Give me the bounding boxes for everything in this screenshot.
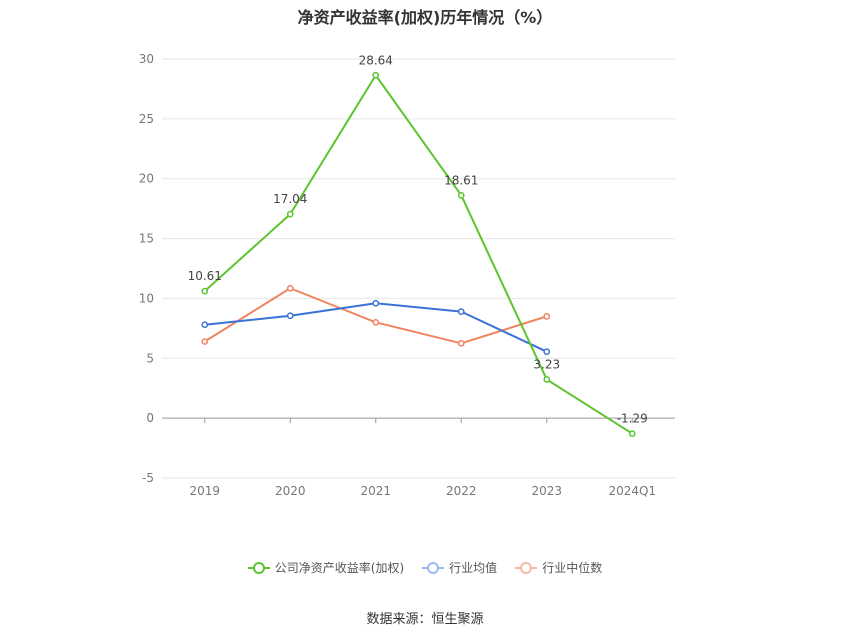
- y-axis: 30 25 20 15 10 5 0 -5: [139, 52, 154, 485]
- data-point: [201, 287, 209, 295]
- data-label: 28.64: [359, 53, 393, 67]
- data-point: [286, 210, 294, 218]
- legend-label: 行业均值: [449, 561, 498, 575]
- data-point: [543, 376, 551, 383]
- legend-item-industry-median[interactable]: 行业中位数: [515, 559, 602, 576]
- data-label: 18.61: [444, 173, 478, 187]
- x-tick-label: 2021: [360, 484, 391, 498]
- x-tick-label: 2020: [275, 484, 306, 498]
- data-point: [201, 338, 209, 345]
- x-tick-label: 2024Q1: [608, 484, 656, 498]
- y-tick-label: 15: [139, 232, 154, 246]
- legend-swatch-icon: [515, 561, 538, 575]
- chart-title: 净资产收益率(加权)历年情况（%）: [297, 8, 553, 27]
- data-point: [543, 348, 551, 356]
- legend-swatch-icon: [422, 561, 445, 575]
- data-label: 10.61: [188, 269, 222, 283]
- data-point: [543, 313, 551, 320]
- x-tick-label: 2019: [189, 484, 220, 498]
- data-label: 17.04: [273, 192, 307, 206]
- data-point: [457, 308, 465, 315]
- y-tick-label: 10: [139, 291, 154, 305]
- data-point: [372, 71, 380, 79]
- x-axis: 2019 2020 2021 2022 2023 2024Q1: [162, 417, 675, 498]
- legend: 公司净资产收益率(加权) 行业均值 行业中位数: [0, 559, 850, 576]
- data-point: [457, 339, 465, 347]
- grid-lines: [162, 58, 675, 479]
- data-point: [457, 192, 465, 199]
- legend-label: 行业中位数: [542, 561, 603, 575]
- data-labels: 10.61 17.04 28.64 18.61 3.23 -1.29: [188, 53, 648, 425]
- data-point: [372, 299, 380, 307]
- legend-label: 公司净资产收益率(加权): [274, 561, 405, 575]
- data-point: [286, 284, 294, 292]
- data-label: -1.29: [617, 412, 648, 426]
- data-point: [286, 312, 294, 320]
- y-tick-label: 25: [139, 112, 154, 126]
- data-label: 3.23: [533, 357, 560, 371]
- data-point: [628, 430, 636, 437]
- series-group: [201, 71, 636, 437]
- x-tick-label: 2023: [531, 484, 562, 498]
- series-line: [204, 74, 633, 435]
- data-source: 数据来源：恒生聚源: [366, 612, 484, 627]
- series-line: [204, 287, 548, 345]
- data-point: [201, 321, 209, 329]
- y-tick-label: 5: [146, 351, 154, 365]
- y-tick-label: 0: [146, 411, 154, 425]
- legend-swatch-icon: [247, 561, 270, 575]
- data-point: [372, 319, 380, 326]
- y-tick-label: 20: [139, 172, 154, 186]
- x-tick-label: 2022: [446, 484, 477, 498]
- y-tick-label: -5: [142, 471, 154, 485]
- legend-item-company-roe[interactable]: 公司净资产收益率(加权): [247, 559, 405, 576]
- legend-item-industry-mean[interactable]: 行业均值: [422, 559, 497, 576]
- y-tick-label: 30: [139, 52, 154, 66]
